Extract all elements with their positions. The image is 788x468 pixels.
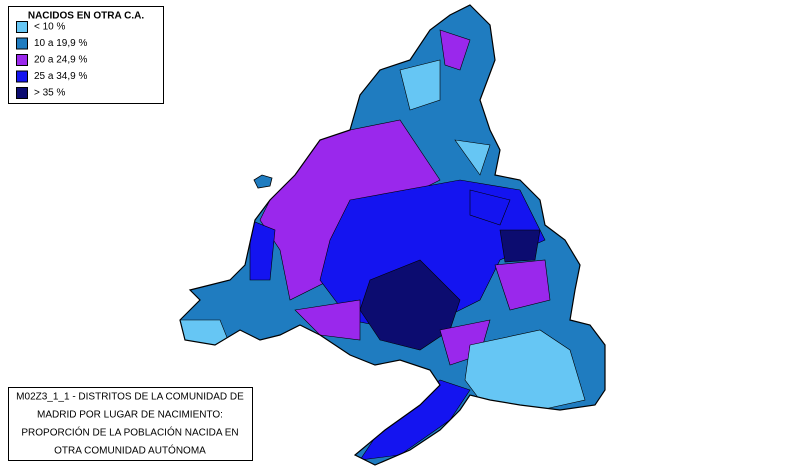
- legend-label: > 35 %: [34, 88, 66, 99]
- legend-label: < 10 %: [34, 22, 66, 33]
- legend-swatch: [16, 87, 28, 99]
- legend-swatch: [16, 70, 28, 83]
- region: [359, 259, 461, 351]
- region: [469, 189, 511, 226]
- region: [249, 219, 276, 281]
- legend-label: 20 a 24,9 %: [34, 55, 87, 66]
- region: [494, 259, 551, 311]
- legend-box: [8, 6, 164, 104]
- legend-label: 25 a 34,9 %: [34, 71, 87, 82]
- legend-label: 10 a 19,9 %: [34, 38, 87, 49]
- caption-line: PROPORCIÓN DE LA POBLACIÓN NACIDA EN: [21, 426, 238, 439]
- caption-line: MADRID POR LUGAR DE NACIMIENTO:: [37, 410, 223, 421]
- region: [464, 329, 586, 411]
- legend: NACIDOS EN OTRA C.A. < 10 % 10 a 19,9 % 20…: [8, 6, 164, 104]
- caption-line: M02Z3_1_1 - DISTRITOS DE LA COMUNIDAD DE: [16, 392, 244, 403]
- region: [454, 139, 491, 176]
- caption-line: OTRA COMUNIDAD AUTÓNOMA: [54, 444, 206, 457]
- region: [439, 29, 471, 71]
- region: [399, 59, 441, 111]
- legend-swatch: [16, 21, 28, 33]
- region: [359, 379, 471, 461]
- legend-swatch: [16, 54, 28, 66]
- legend-title: NACIDOS EN OTRA C.A.: [28, 11, 145, 22]
- legend-swatch: [16, 37, 28, 50]
- region: [499, 229, 541, 263]
- region: [253, 174, 273, 189]
- caption-box: [8, 387, 253, 461]
- region: [294, 299, 361, 341]
- caption: M02Z3_1_1 - DISTRITOS DE LA COMUNIDAD DE…: [8, 387, 253, 461]
